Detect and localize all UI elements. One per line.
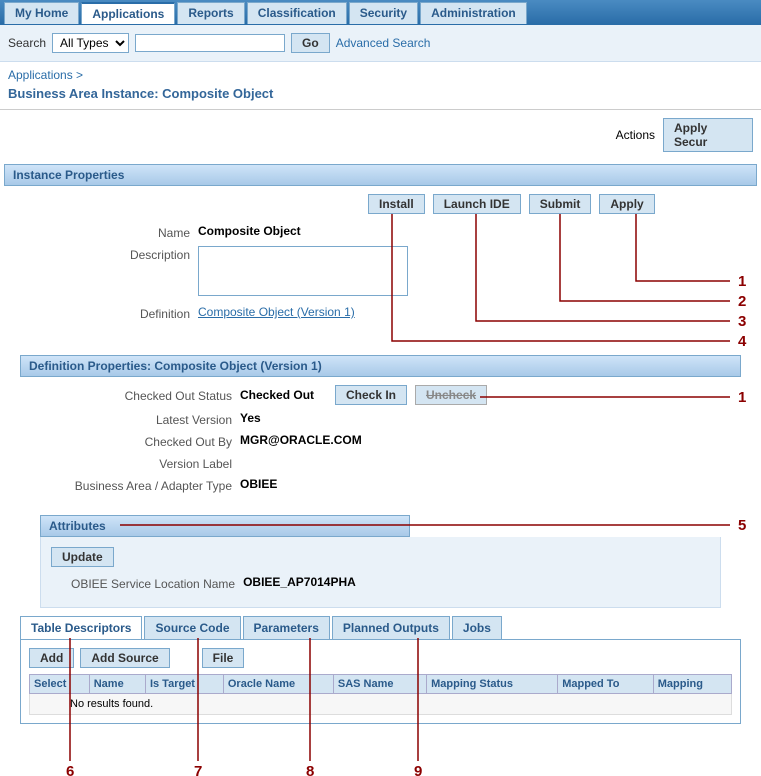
col-sas: SAS Name (333, 675, 426, 694)
subtab-table-descriptors[interactable]: Table Descriptors (20, 616, 142, 639)
subtab-jobs[interactable]: Jobs (452, 616, 502, 639)
top-nav: My Home Applications Reports Classificat… (0, 0, 761, 25)
adapter-type-value: OBIEE (240, 477, 277, 491)
description-label: Description (8, 246, 198, 262)
definition-link[interactable]: Composite Object (Version 1) (198, 305, 355, 319)
install-button[interactable]: Install (368, 194, 425, 214)
subtab-parameters[interactable]: Parameters (243, 616, 330, 639)
check-in-button[interactable]: Check In (335, 385, 407, 405)
descriptors-table: Select Name Is Target Oracle Name SAS Na… (29, 674, 732, 715)
breadcrumb[interactable]: Applications > (0, 62, 761, 84)
anno-6: 6 (66, 763, 74, 776)
latest-version-value: Yes (240, 411, 261, 425)
instance-properties-body: Install Launch IDE Submit Apply Name Com… (0, 186, 761, 351)
advanced-search-link[interactable]: Advanced Search (336, 36, 431, 50)
definition-properties-header: Definition Properties: Composite Object … (20, 355, 741, 377)
latest-version-label: Latest Version (20, 411, 240, 427)
instance-properties-header: Instance Properties (4, 164, 757, 186)
adapter-type-label: Business Area / Adapter Type (20, 477, 240, 493)
obiee-name-value: OBIEE_AP7014PHA (243, 575, 356, 589)
anno-9: 9 (414, 763, 422, 776)
col-istarget: Is Target (145, 675, 223, 694)
anno-7: 7 (194, 763, 202, 776)
table-empty-row: No results found. (30, 694, 732, 715)
tab-myhome[interactable]: My Home (4, 2, 79, 24)
go-button[interactable]: Go (291, 33, 330, 53)
attributes-header: Attributes (40, 515, 410, 537)
search-input[interactable] (135, 34, 285, 52)
subtab-source-code[interactable]: Source Code (144, 616, 240, 639)
col-mapstatus: Mapping Status (427, 675, 558, 694)
checked-out-status-value: Checked Out (240, 388, 335, 402)
subtab-planned-outputs[interactable]: Planned Outputs (332, 616, 450, 639)
subtabs-row: Table Descriptors Source Code Parameters… (20, 616, 741, 639)
definition-label: Definition (8, 305, 198, 321)
update-button[interactable]: Update (51, 547, 114, 567)
col-mappedto: Mapped To (558, 675, 654, 694)
attributes-section: Attributes Update OBIEE Service Location… (40, 515, 721, 608)
checked-out-status-label: Checked Out Status (20, 387, 240, 403)
name-value: Composite Object (198, 224, 301, 238)
page-title: Business Area Instance: Composite Object (0, 84, 761, 110)
uncheck-button[interactable]: Uncheck (415, 385, 487, 405)
anno-8: 8 (306, 763, 314, 776)
search-label: Search (8, 36, 46, 50)
obiee-name-label: OBIEE Service Location Name (51, 575, 243, 591)
add-source-button[interactable]: Add Source (80, 648, 169, 668)
col-select: Select (30, 675, 90, 694)
col-mapping: Mapping (653, 675, 731, 694)
description-textarea[interactable] (198, 246, 408, 296)
tab-applications[interactable]: Applications (81, 2, 175, 24)
launch-ide-button[interactable]: Launch IDE (433, 194, 521, 214)
tab-classification[interactable]: Classification (247, 2, 347, 24)
add-button[interactable]: Add (29, 648, 74, 668)
apply-security-button[interactable]: Apply Secur (663, 118, 753, 152)
actions-row: Actions Apply Secur (0, 110, 761, 160)
subtab-content: Add Add Source File Select Name Is Targe… (20, 639, 741, 724)
col-name: Name (89, 675, 145, 694)
checked-out-by-label: Checked Out By (20, 433, 240, 449)
checked-out-by-value: MGR@ORACLE.COM (240, 433, 362, 447)
actions-label: Actions (616, 128, 655, 142)
search-bar: Search All Types Go Advanced Search (0, 25, 761, 62)
version-label-label: Version Label (20, 455, 240, 471)
attributes-body: Update OBIEE Service Location Name OBIEE… (40, 537, 721, 608)
definition-properties-body: Checked Out Status Checked Out Check In … (0, 377, 761, 507)
tab-administration[interactable]: Administration (420, 2, 527, 24)
anno-4: 4 (738, 333, 747, 350)
tab-reports[interactable]: Reports (177, 2, 244, 24)
anno-5: 5 (738, 517, 746, 534)
file-button[interactable]: File (202, 648, 245, 668)
tab-security[interactable]: Security (349, 2, 418, 24)
apply-button[interactable]: Apply (599, 194, 654, 214)
search-type-select[interactable]: All Types (52, 33, 129, 53)
name-label: Name (8, 224, 198, 240)
col-oracle: Oracle Name (223, 675, 333, 694)
submit-button[interactable]: Submit (529, 194, 592, 214)
